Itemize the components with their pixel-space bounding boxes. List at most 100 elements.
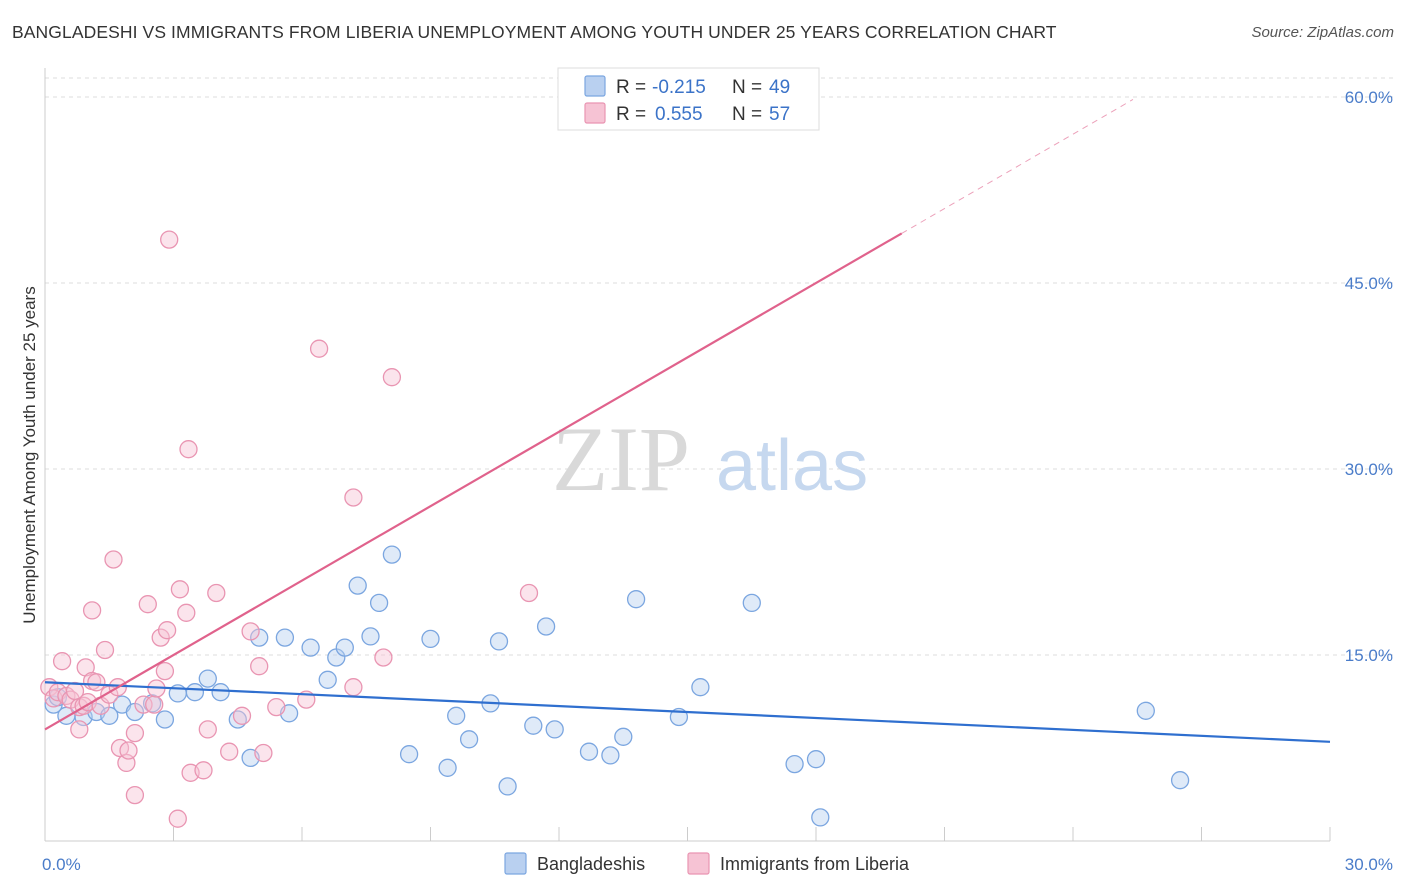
bangladeshi-point-36 <box>536 617 556 636</box>
bangladeshi-point-31 <box>459 730 479 749</box>
liberia-point-30 <box>155 661 175 681</box>
stats-swatch-liberia <box>584 102 606 124</box>
liberia-trend-line <box>44 232 903 731</box>
liberia-point-25 <box>134 695 153 714</box>
stats-n-label-1: N = <box>732 77 762 98</box>
watermark: ZIP atlas <box>552 408 868 510</box>
legend-swatch-bangladeshis <box>504 852 527 875</box>
bangladeshi-point-13 <box>211 683 230 702</box>
y-tick-label-0: 15.0% <box>1345 646 1393 665</box>
y-tick-label-2: 45.0% <box>1345 274 1393 293</box>
stats-r-value-2: 0.555 <box>655 104 703 125</box>
liberia-point-8 <box>70 720 89 739</box>
liberia-point-27 <box>145 695 164 714</box>
bangladeshi-point-46 <box>806 750 826 769</box>
bangladeshi-point-22 <box>335 638 354 657</box>
series-legend: Bangladeshis Immigrants from Liberia <box>504 852 910 875</box>
y-tick-label-1: 30.0% <box>1345 460 1393 479</box>
liberia-point-26 <box>138 595 157 614</box>
stats-n-value-1: 49 <box>769 77 790 98</box>
gridlines <box>45 77 1393 656</box>
trend-lines <box>44 99 1331 743</box>
liberia-point-39 <box>198 720 217 739</box>
data-points <box>40 230 1190 828</box>
bangladeshi-point-29 <box>438 758 457 777</box>
liberia-point-51 <box>374 648 393 667</box>
legend-label-liberia: Immigrants from Liberia <box>720 854 910 874</box>
bangladeshi-point-30 <box>447 706 466 725</box>
legend-label-bangladeshis: Bangladeshis <box>537 854 645 874</box>
stats-r-label-2: R = <box>616 104 646 125</box>
stats-swatch-bangladeshis <box>584 75 606 97</box>
liberia-point-13 <box>82 601 102 620</box>
liberia-trend-extension <box>901 99 1134 234</box>
x-tick-label-left: 0.0% <box>42 855 81 874</box>
watermark-atlas: atlas <box>716 426 868 506</box>
x-tick-label-right: 30.0% <box>1345 855 1393 874</box>
bangladeshi-point-23 <box>348 576 367 595</box>
bangladeshi-point-37 <box>545 720 564 739</box>
legend-swatch-liberia <box>687 852 710 875</box>
bangladeshi-point-12 <box>198 669 217 688</box>
liberia-point-24 <box>125 785 145 805</box>
bangladeshi-point-44 <box>742 593 761 613</box>
liberia-point-23 <box>125 723 145 743</box>
bangladeshi-point-40 <box>614 727 633 746</box>
bangladeshi-point-39 <box>601 746 620 765</box>
liberia-point-43 <box>241 622 260 641</box>
bangladeshi-point-24 <box>361 627 380 646</box>
liberia-point-18 <box>104 550 123 569</box>
liberia-point-45 <box>254 743 273 763</box>
bangladeshi-point-41 <box>626 590 646 609</box>
bangladeshi-point-11 <box>185 683 205 702</box>
liberia-point-41 <box>220 742 239 761</box>
liberia-point-40 <box>207 583 226 603</box>
bangladeshi-point-47 <box>811 808 830 827</box>
bangladeshi-point-33 <box>489 632 509 651</box>
stats-n-label-2: N = <box>732 104 762 125</box>
liberia-point-44 <box>250 657 269 676</box>
bangladeshi-point-49 <box>1170 771 1190 790</box>
liberia-point-35 <box>177 603 196 622</box>
liberia-point-31 <box>157 621 177 640</box>
bangladeshi-point-27 <box>399 745 419 764</box>
bangladeshi-point-38 <box>579 742 599 761</box>
liberia-point-14 <box>87 673 106 692</box>
liberia-point-46 <box>267 697 286 717</box>
bangladeshi-point-48 <box>1136 701 1155 720</box>
liberia-point-38 <box>194 761 213 780</box>
watermark-zip: ZIP <box>552 408 690 510</box>
liberia-point-50 <box>344 678 363 697</box>
liberia-point-29 <box>151 628 170 647</box>
bangladeshi-point-17 <box>275 628 295 647</box>
bangladeshi-point-20 <box>318 670 337 689</box>
liberia-point-36 <box>179 440 198 459</box>
liberia-point-33 <box>168 809 187 828</box>
bangladeshi-point-26 <box>382 545 402 564</box>
bangladeshi-point-25 <box>369 593 389 613</box>
liberia-point-34 <box>170 580 190 599</box>
liberia-point-53 <box>519 583 539 603</box>
bangladeshi-point-19 <box>301 638 320 657</box>
stats-n-value-2: 57 <box>769 104 790 125</box>
y-tick-labels: 15.0% 30.0% 45.0% 60.0% <box>1345 88 1393 665</box>
liberia-point-22 <box>119 741 138 760</box>
bangladeshi-point-9 <box>155 710 175 729</box>
source-credit: Source: ZipAtlas.com <box>1251 24 1394 41</box>
bangladeshi-point-28 <box>421 629 440 649</box>
liberia-point-42 <box>232 706 252 725</box>
chart-title: BANGLADESHI VS IMMIGRANTS FROM LIBERIA U… <box>12 22 1057 42</box>
bangladeshi-trend-line <box>44 681 1331 743</box>
stats-legend: R = -0.215 N = 49 R = 0.555 N = 57 <box>557 67 820 131</box>
liberia-point-16 <box>95 640 115 660</box>
liberia-point-52 <box>382 368 402 387</box>
liberia-point-49 <box>344 488 363 507</box>
liberia-point-32 <box>160 230 179 249</box>
bangladeshi-point-45 <box>785 754 804 774</box>
bangladeshi-point-35 <box>524 716 543 735</box>
liberia-point-3 <box>52 652 72 671</box>
bangladeshi-point-43 <box>691 678 710 697</box>
axes <box>44 68 1331 842</box>
bangladeshi-point-34 <box>498 777 517 796</box>
